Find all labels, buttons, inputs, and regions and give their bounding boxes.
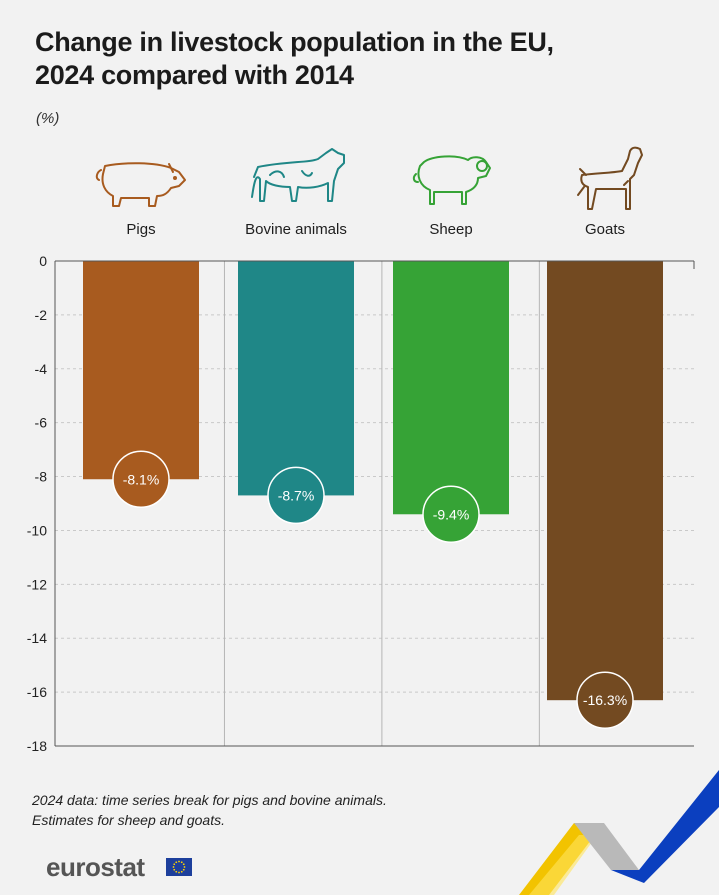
bar-sheep: [393, 261, 509, 515]
x-category-label: Sheep: [429, 221, 472, 238]
eurostat-logo: eurostat: [46, 852, 145, 882]
data-label: -9.4%: [433, 506, 470, 522]
value-bubble: [576, 671, 634, 729]
footnote-line1: 2024 data: time series break for pigs an…: [32, 792, 387, 808]
bar-chart: 0 -2 -4 -6 -8 -10 -12 -14 -16 -18 -8.1% -8.7% -9.4% -…: [27, 146, 695, 754]
eu-flag-star: [175, 870, 178, 873]
bar-pigs: [83, 261, 199, 480]
data-label: -16.3%: [583, 692, 627, 708]
eu-flag-star: [175, 861, 178, 864]
goat-icon: [577, 146, 643, 210]
bar-bovine-animals: [238, 261, 354, 496]
sheep-icon: [412, 155, 491, 205]
y-tick-label: -4: [35, 361, 48, 377]
footnote-line2: Estimates for sheep and goats.: [32, 812, 225, 828]
y-tick-label: -18: [27, 738, 47, 754]
y-tick-label: -6: [35, 415, 48, 431]
pig-icon: [95, 162, 186, 207]
y-tick-label: -8: [35, 469, 48, 485]
chart-title: Change in livestock population in the EU…: [35, 26, 635, 92]
eu-flag-star: [180, 870, 183, 873]
y-tick-label: 0: [39, 253, 47, 269]
eu-flag-star: [183, 866, 186, 868]
eu-flag-icon: [166, 858, 192, 876]
ribbon-decoration: [519, 770, 719, 895]
eu-flag-star: [178, 871, 180, 874]
data-label: -8.1%: [123, 471, 160, 487]
cow-icon: [251, 148, 345, 202]
x-category-label: Goats: [585, 221, 625, 238]
chart-title-line2: 2024 compared with 2014: [35, 60, 354, 90]
bar-goats: [547, 261, 663, 701]
chart-title-line1: Change in livestock population in the EU…: [35, 27, 554, 57]
value-bubble: [112, 450, 170, 508]
eu-flag-star: [173, 863, 176, 866]
footnote: 2024 data: time series break for pigs an…: [32, 790, 452, 830]
eu-flag-star: [182, 863, 185, 866]
y-tick-label: -14: [27, 630, 47, 646]
eu-flag-star: [173, 868, 176, 871]
value-bubble: [422, 485, 480, 544]
y-tick-label: -10: [27, 522, 47, 538]
x-category-label: Pigs: [126, 221, 155, 238]
x-category-label: Bovine animals: [245, 221, 347, 238]
data-label: -8.7%: [278, 487, 315, 503]
y-tick-label: -12: [27, 576, 47, 592]
eu-flag-star: [172, 866, 175, 868]
y-tick-label: -2: [35, 307, 48, 323]
y-tick-label: -16: [27, 684, 47, 700]
value-bubble: [267, 466, 325, 525]
eu-flag-star: [180, 861, 183, 864]
eu-flag-star: [178, 860, 180, 863]
eu-flag-star: [182, 868, 185, 871]
unit-label: (%): [36, 110, 60, 127]
